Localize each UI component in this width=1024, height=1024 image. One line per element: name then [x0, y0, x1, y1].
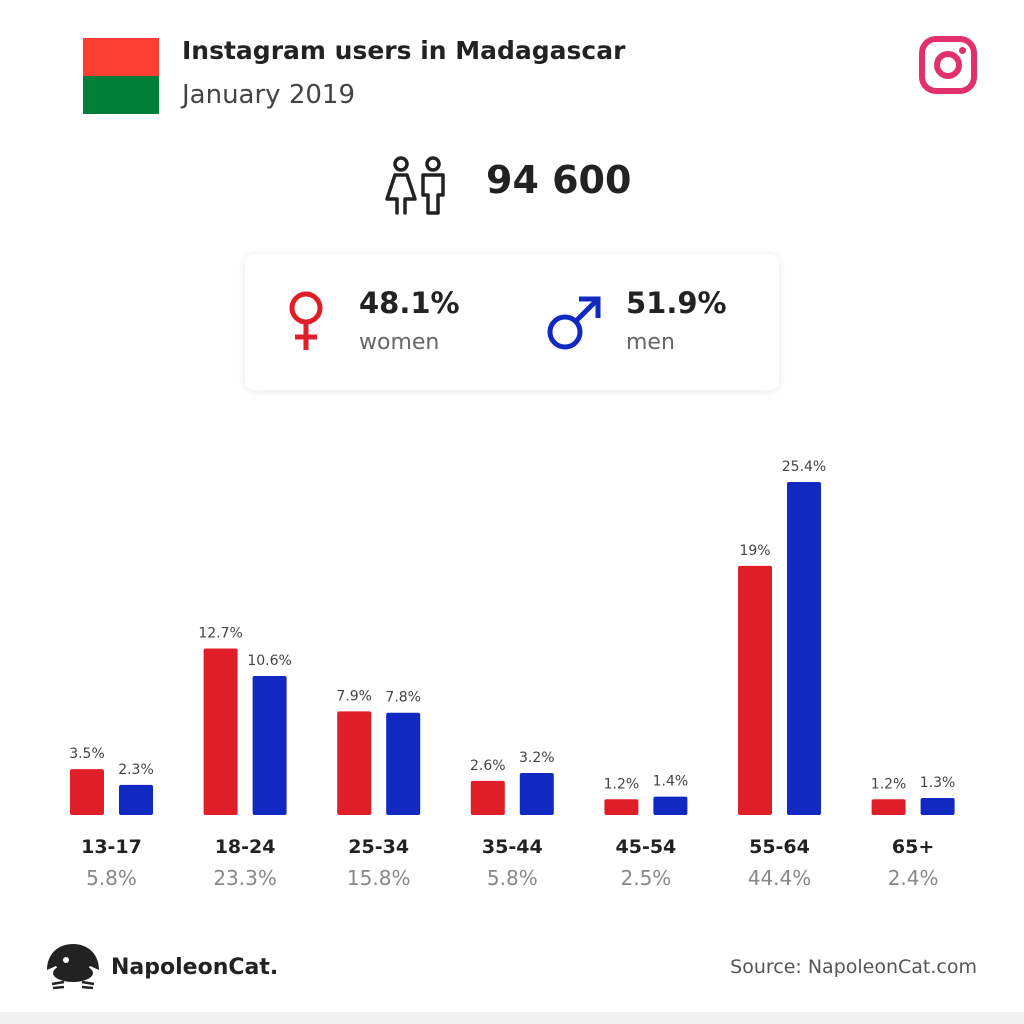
men-value-label: 2.3%: [118, 762, 154, 778]
men-value-label: 7.8%: [385, 690, 421, 706]
age-gender-bar-chart: 3.5% 2.3% 13-17 5.8% 12.7% 10.6% 18-24 23.3% 7.9…: [69, 459, 956, 890]
napoleoncat-logo-icon: [47, 944, 99, 990]
men-bar-25-34: [386, 712, 421, 815]
women-bar-65+: [871, 799, 906, 815]
women-label: women: [359, 330, 440, 355]
women-bar-35-44: [470, 780, 505, 815]
men-bar-35-44: [519, 773, 554, 815]
category-total-label: 15.8%: [347, 866, 411, 890]
women-value-label: 2.6%: [470, 758, 506, 774]
category-total-label: 2.4%: [888, 866, 939, 890]
women-bar-45-54: [604, 799, 639, 815]
women-bar-18-24: [203, 648, 238, 815]
category-label: 18-24: [215, 836, 276, 858]
category-label: 25-34: [348, 836, 409, 858]
people-icon: [385, 156, 445, 215]
instagram-icon: [919, 36, 977, 94]
women-value-label: 1.2%: [604, 776, 640, 792]
bottom-strip: [0, 1012, 1024, 1024]
madagascar-flag: [83, 38, 159, 114]
men-percent: 51.9%: [626, 286, 727, 320]
men-value-label: 1.4%: [653, 774, 689, 790]
men-bar-13-17: [119, 784, 153, 815]
women-value-label: 12.7%: [198, 626, 242, 642]
source-text: Source: NapoleonCat.com: [730, 956, 977, 978]
women-value-label: 1.2%: [871, 776, 907, 792]
men-value-label: 10.6%: [247, 653, 291, 669]
page-subtitle: January 2019: [182, 80, 355, 110]
page-title: Instagram users in Madagascar: [182, 36, 626, 65]
women-bar-13-17: [70, 769, 104, 815]
women-value-label: 3.5%: [69, 746, 105, 762]
brand-name: NapoleonCat.: [111, 955, 279, 980]
men-bar-55-64: [787, 482, 821, 815]
men-bar-65+: [920, 797, 955, 815]
flag-red-band: [83, 38, 159, 76]
total-users: 94 600: [486, 158, 632, 202]
women-value-label: 19%: [739, 543, 770, 559]
men-value-label: 1.3%: [920, 775, 956, 791]
gender-split-card: 48.1% women 51.9% men: [245, 254, 779, 390]
women-bar-25-34: [337, 711, 372, 815]
category-total-label: 23.3%: [213, 866, 277, 890]
category-label: 55-64: [749, 836, 810, 858]
category-total-label: 2.5%: [620, 866, 671, 890]
category-total-label: 5.8%: [86, 866, 137, 890]
category-total-label: 44.4%: [748, 866, 812, 890]
category-label: 13-17: [81, 836, 142, 858]
men-value-label: 3.2%: [519, 750, 555, 766]
category-label: 45-54: [616, 836, 677, 858]
flag-green-band: [83, 76, 159, 114]
women-percent: 48.1%: [359, 286, 460, 320]
men-value-label: 25.4%: [782, 459, 826, 475]
category-label: 65+: [892, 836, 934, 858]
men-bar-45-54: [653, 796, 688, 815]
men-bar-18-24: [252, 676, 287, 815]
men-label: men: [626, 330, 675, 355]
female-symbol-icon: [289, 291, 323, 350]
women-bar-55-64: [738, 565, 772, 815]
category-total-label: 5.8%: [487, 866, 538, 890]
category-label: 35-44: [482, 836, 543, 858]
male-symbol-icon: [547, 296, 601, 350]
women-value-label: 7.9%: [336, 688, 372, 704]
